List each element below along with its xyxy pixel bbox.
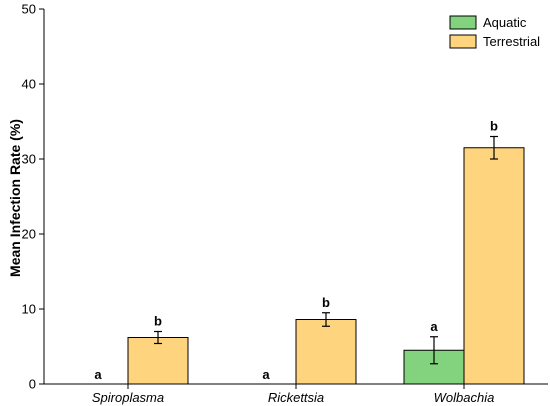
significance-label: a (430, 319, 438, 334)
significance-label: b (154, 314, 162, 329)
legend-label-aquatic: Aquatic (483, 15, 527, 30)
bar-terrestrial (463, 147, 525, 385)
y-tick-label: 10 (22, 302, 36, 317)
legend: Aquatic Terrestrial (449, 15, 540, 49)
category-label: Wolbachia (434, 390, 495, 405)
significance-label: a (94, 367, 102, 382)
bars-group: a b a b a b (94, 119, 525, 385)
y-tick-label: 30 (22, 152, 36, 167)
legend-swatch-terrestrial (449, 34, 477, 49)
y-axis-label: Mean Infection Rate (%) (7, 119, 23, 277)
significance-label: a (262, 367, 270, 382)
legend-swatch-aquatic (449, 15, 477, 30)
y-tick-label: 50 (22, 2, 36, 17)
bar-terrestrial (295, 319, 357, 385)
category-label: Rickettsia (268, 390, 324, 405)
category-label: Spiroplasma (92, 390, 164, 405)
axes: 0 10 20 30 40 50 Spiroplasma Rickettsia Wolbachi… (22, 2, 548, 405)
significance-label: b (322, 295, 330, 310)
y-tick-label: 20 (22, 227, 36, 242)
y-tick-label: 40 (22, 77, 36, 92)
y-tick-label: 0 (29, 377, 36, 392)
legend-label-terrestrial: Terrestrial (483, 34, 540, 49)
bar-terrestrial (127, 337, 189, 385)
significance-label: b (490, 119, 498, 134)
